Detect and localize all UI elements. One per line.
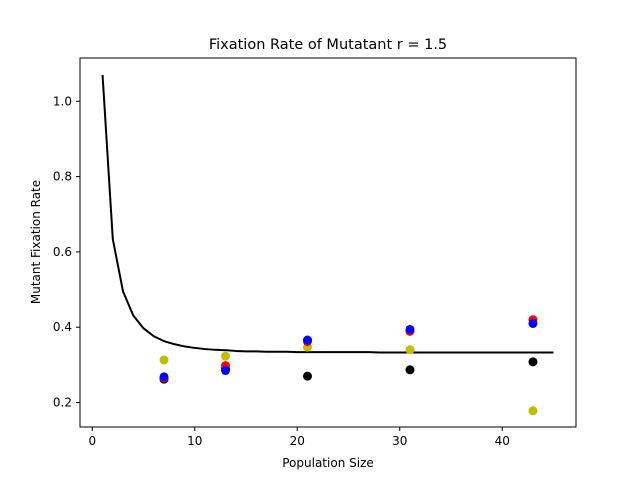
chart-title: Fixation Rate of Mutatant r = 1.5 [209, 37, 447, 53]
fixation-curve-line [101, 74, 554, 354]
plot-frame [79, 57, 577, 428]
y-tick-label: 0.8 [53, 170, 72, 184]
data-point-series-3 [221, 366, 231, 376]
x-axis-label: Population Size [282, 456, 374, 470]
data-point-series-1 [405, 345, 415, 355]
y-tick-label: 1.0 [53, 94, 72, 108]
plot-area-background [80, 58, 576, 427]
x-axis: 0 10 20 30 40 [88, 427, 510, 448]
y-tick-label: 0.4 [53, 320, 72, 334]
data-point-series-0 [528, 357, 538, 367]
data-point-series-1 [221, 351, 231, 361]
data-point-series-3 [528, 318, 538, 328]
data-point-series-0 [405, 365, 415, 375]
y-tick-label: 0.6 [53, 245, 72, 259]
data-point-series-1 [528, 406, 538, 416]
y-axis-label: Mutant Fixation Rate [29, 180, 43, 304]
x-tick-label: 10 [187, 434, 202, 448]
x-tick-label: 30 [392, 434, 407, 448]
y-tick-label: 0.2 [53, 396, 72, 410]
data-point-series-3 [159, 372, 169, 382]
data-point-series-1 [159, 355, 169, 365]
x-tick-label: 40 [495, 434, 510, 448]
y-axis: 0.2 0.4 0.6 0.8 1.0 [53, 94, 80, 410]
data-point-series-3 [303, 335, 312, 345]
x-tick-label: 0 [88, 434, 96, 448]
data-point-series-0 [303, 371, 312, 381]
plot-content [101, 74, 554, 416]
x-tick-label: 20 [290, 434, 305, 448]
data-point-series-3 [405, 324, 415, 334]
